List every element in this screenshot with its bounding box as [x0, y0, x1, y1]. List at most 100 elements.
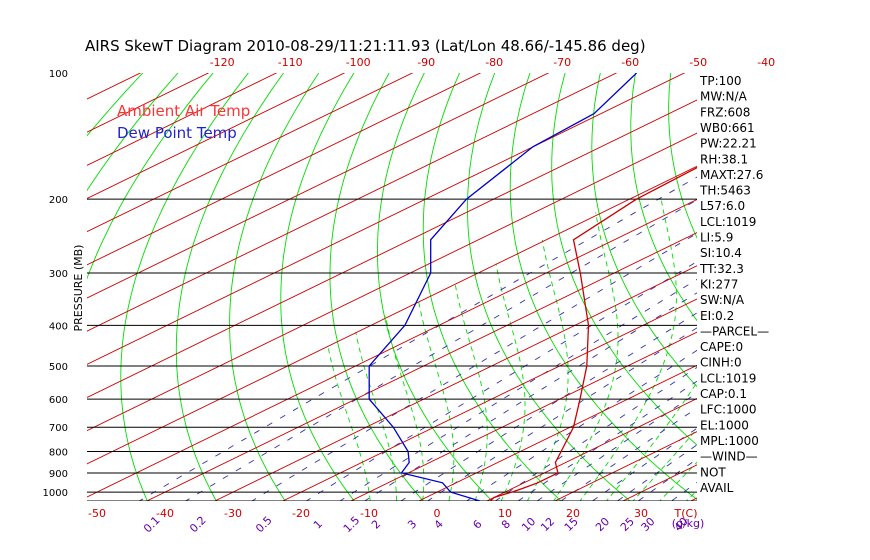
bottom-temperature-tick: 0: [434, 507, 441, 520]
dry-adiabat-line: [175, 73, 285, 501]
dry-adiabat-line: [551, 73, 697, 446]
stat-line: FRZ:608: [700, 105, 750, 119]
stat-line: TP:100: [699, 74, 742, 88]
legend-ambient-air-temp: Ambient Air Temp: [117, 102, 250, 120]
bottom-temperature-tick: -20: [292, 507, 310, 520]
mixing-ratio-line: [426, 327, 697, 501]
mixing-ratio-tick: 4: [432, 517, 446, 531]
stat-line: WB0:661: [700, 121, 755, 135]
dry-adiabat-line: [329, 73, 424, 501]
mixing-ratio-line: [637, 458, 697, 501]
stat-line: AVAIL: [700, 481, 734, 495]
isotherm-line: [349, 331, 697, 501]
pressure-tick-label: 200: [49, 195, 68, 206]
isotherm-line: [87, 73, 210, 133]
dry-adiabat-line: [466, 73, 631, 501]
mixing-ratio-line: [363, 292, 697, 501]
top-temperature-tick: -100: [346, 56, 371, 69]
dry-adiabat-line: [741, 32, 870, 509]
isotherm-line: [87, 198, 697, 498]
dry-adiabat-line: [376, 73, 493, 501]
pressure-tick-label: 600: [49, 395, 68, 406]
pressure-tick-label: 900: [49, 469, 68, 480]
isotherm-line: [87, 165, 697, 465]
bottom-temperature-axis: -50 -40 -30 -20 -10 0 10 20 30 T(C): [88, 507, 697, 520]
stat-line: TH:5463: [699, 184, 751, 198]
isotherm-line: [417, 364, 697, 501]
dry-adiabat-line: [229, 73, 320, 501]
stat-line: EL:1000: [700, 418, 749, 432]
top-temperature-tick: -40: [757, 56, 775, 69]
isotherm-line: [87, 73, 346, 199]
stat-line: —PARCEL—: [700, 324, 769, 338]
moist-adiabat-line: [553, 212, 619, 501]
temperature-unit-label: T(C): [674, 507, 698, 520]
top-temperature-tick: -50: [689, 56, 707, 69]
bottom-temperature-tick: -30: [224, 507, 242, 520]
moist-adiabat-line: [454, 281, 488, 501]
moist-adiabat-line: [526, 239, 569, 501]
isotherm-line: [213, 265, 697, 501]
mixing-ratio-tick: 6: [470, 517, 484, 531]
dew-point-profile: [368, 73, 638, 501]
isotherm-line: [145, 232, 697, 501]
mixing-ratio-line: [400, 312, 697, 501]
mixing-ratio-line: [517, 380, 697, 501]
dry-adiabat-line: [422, 73, 562, 501]
dry-adiabat-line: [591, 73, 697, 388]
stat-line: CINH:0: [700, 356, 742, 370]
stat-line: L57:6.0: [700, 199, 745, 213]
stat-line: SI:10.4: [700, 246, 742, 260]
pressure-tick-label: 800: [49, 448, 68, 459]
dry-adiabat-line: [776, 32, 870, 509]
mixing-ratio-tick: 0.5: [253, 514, 275, 536]
moist-adiabats: [327, 199, 697, 501]
isotherm-line: [87, 99, 697, 399]
mixing-ratio-tick: 12: [538, 515, 557, 534]
top-temperature-tick: -120: [210, 56, 235, 69]
pressure-tick-label: 500: [49, 362, 68, 373]
stat-line: LCL:1019: [700, 215, 756, 229]
stat-line: CAPE:0: [700, 340, 743, 354]
mixing-ratio-tick: 2: [369, 517, 383, 531]
stat-line: EI:0.2: [700, 309, 734, 323]
isotherm-line: [0, 32, 20, 509]
mixing-ratio-line: [494, 366, 697, 501]
isotherm-line: [87, 73, 278, 166]
isotherm-line: [741, 32, 870, 509]
bottom-temperature-tick: -10: [360, 507, 378, 520]
isotherm-line: [281, 298, 697, 501]
stat-line: LFC:1000: [700, 403, 757, 417]
mixing-ratio-tick: 1: [311, 517, 325, 531]
mixing-ratio-line: [616, 444, 697, 501]
dry-adiabat-line: [843, 32, 870, 509]
pressure-tick-label: 100: [49, 69, 68, 80]
stat-line: —WIND—: [700, 450, 758, 464]
dry-adiabat-line: [509, 73, 697, 501]
stat-line: MW:N/A: [700, 90, 748, 104]
bottom-temperature-tick: -50: [88, 507, 106, 520]
dry-adiabat-line: [280, 73, 355, 501]
mixing-ratio-tick: 20: [593, 515, 612, 534]
mixing-ratio-tick: 3: [405, 517, 419, 531]
isobars: [87, 198, 697, 501]
stat-line: LI:5.9: [700, 231, 733, 245]
top-temperature-tick: -80: [485, 56, 503, 69]
stat-line: MPL:1000: [700, 434, 759, 448]
isotherm-line: [87, 132, 697, 432]
bottom-temperature-tick: -40: [156, 507, 174, 520]
stat-line: LCL:1019: [700, 371, 756, 385]
ambient-air-temp-profile: [489, 166, 697, 501]
dry-adiabat-line: [668, 73, 697, 239]
mixing-ratio-tick: 0.2: [187, 514, 209, 536]
stat-line: KI:277: [700, 277, 738, 291]
top-temperature-tick: -70: [553, 56, 571, 69]
mixing-ratio-line: [184, 199, 697, 501]
isotherm-line: [809, 32, 870, 509]
bottom-temperature-tick: 20: [566, 507, 580, 520]
mixing-ratio-tick: 10: [519, 515, 538, 534]
mixing-ratio-line: [251, 232, 697, 501]
top-temperature-tick: -60: [621, 56, 639, 69]
stat-line: SW:N/A: [700, 293, 745, 307]
